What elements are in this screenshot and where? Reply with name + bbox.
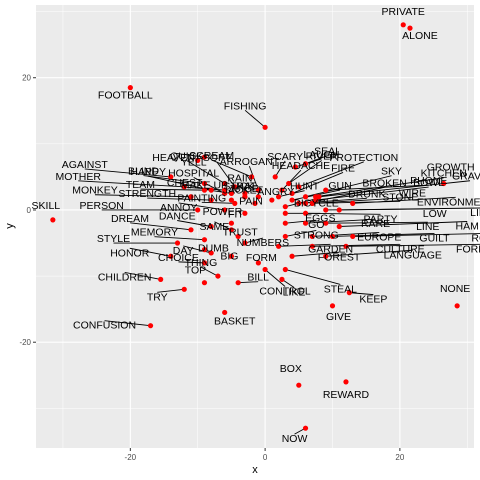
data-point bbox=[350, 201, 355, 206]
data-label: MEMORY bbox=[131, 227, 178, 239]
data-label: LINE bbox=[416, 221, 439, 233]
data-point bbox=[350, 234, 355, 239]
data-point bbox=[283, 211, 288, 216]
data-point bbox=[182, 287, 187, 292]
data-label: BICYCLE bbox=[294, 198, 339, 210]
data-point bbox=[337, 224, 342, 229]
data-label: LIFE bbox=[470, 207, 480, 219]
data-point bbox=[232, 201, 237, 206]
data-point bbox=[222, 310, 227, 315]
data-point bbox=[303, 426, 308, 431]
data-point bbox=[273, 174, 278, 179]
data-label: NONE bbox=[440, 283, 470, 295]
data-label: DRUNK bbox=[348, 188, 385, 200]
data-point bbox=[289, 254, 294, 259]
data-label: NUMBERS bbox=[237, 237, 290, 249]
data-point bbox=[215, 273, 220, 278]
data-label: LIKE bbox=[283, 286, 306, 298]
data-label: HEADACHE bbox=[272, 160, 330, 172]
data-point bbox=[279, 277, 284, 282]
data-label: REWARD bbox=[323, 389, 370, 401]
data-point bbox=[202, 237, 207, 242]
data-point bbox=[148, 323, 153, 328]
data-point bbox=[455, 303, 460, 308]
data-label: FOREIGN bbox=[456, 243, 480, 255]
data-label: YELL bbox=[181, 156, 207, 168]
data-label: KEEP bbox=[359, 294, 387, 306]
y-tick-label: 20 bbox=[22, 74, 31, 83]
data-label: MONKEY bbox=[72, 185, 118, 197]
data-label: MOTHER bbox=[55, 171, 101, 183]
data-point bbox=[401, 22, 406, 27]
data-label: TRY bbox=[147, 291, 168, 303]
data-point bbox=[330, 303, 335, 308]
data-label: STICK bbox=[223, 181, 254, 193]
data-label: DANCE bbox=[159, 211, 196, 223]
y-tick-label: -20 bbox=[19, 338, 31, 347]
data-point bbox=[269, 197, 274, 202]
y-axis-title: y bbox=[4, 223, 16, 229]
data-label: ARROGANT bbox=[220, 156, 280, 168]
data-label: CHILDREN bbox=[98, 271, 152, 283]
data-point bbox=[202, 280, 207, 285]
data-label: STEAL bbox=[324, 283, 357, 295]
data-point bbox=[283, 221, 288, 226]
data-label: FISHING bbox=[224, 100, 267, 112]
data-point bbox=[229, 221, 234, 226]
data-label: BLIND bbox=[128, 166, 159, 178]
data-label: FOREST bbox=[318, 251, 361, 263]
data-label: GROWTH bbox=[427, 162, 475, 174]
data-label: FORM bbox=[246, 252, 277, 264]
data-label: LANGUAGE bbox=[384, 249, 442, 261]
data-label: PAIN bbox=[239, 195, 263, 207]
data-label: BILL bbox=[247, 272, 269, 284]
data-label: STRONG bbox=[294, 229, 339, 241]
data-label: LOW bbox=[423, 208, 447, 220]
data-label: POWER bbox=[203, 206, 243, 218]
data-label: SKY bbox=[381, 166, 402, 178]
data-point bbox=[236, 280, 241, 285]
data-label: TOP bbox=[185, 265, 206, 277]
data-label: CONFUSION bbox=[73, 320, 136, 332]
data-point bbox=[283, 267, 288, 272]
data-label: BOX bbox=[280, 363, 302, 375]
data-label: PHONE bbox=[410, 175, 447, 187]
data-label: STRENGTH bbox=[118, 188, 176, 200]
data-label: EUROPE bbox=[357, 231, 401, 243]
data-label: FIRE bbox=[331, 162, 355, 174]
data-label: PRIVATE bbox=[382, 6, 425, 18]
data-label: ALONE bbox=[402, 30, 438, 42]
x-tick-label: 0 bbox=[263, 453, 268, 462]
data-label: MAKE UP bbox=[181, 179, 228, 191]
data-point bbox=[283, 204, 288, 209]
data-label: RARE bbox=[361, 218, 390, 230]
data-point bbox=[158, 277, 163, 282]
data-point bbox=[263, 125, 268, 130]
data-label: PERSON bbox=[80, 200, 124, 212]
x-tick-label: -20 bbox=[125, 453, 137, 462]
data-label: DREAM bbox=[111, 213, 149, 225]
data-point bbox=[50, 217, 55, 222]
data-label: AGAINST bbox=[62, 159, 109, 171]
data-label: BASKET bbox=[214, 315, 256, 327]
data-label: GIVE bbox=[326, 311, 351, 323]
data-label: HONOR bbox=[110, 247, 150, 259]
data-label: NOW bbox=[282, 433, 308, 445]
x-axis-title: x bbox=[252, 464, 258, 476]
data-point bbox=[343, 379, 348, 384]
data-point bbox=[296, 383, 301, 388]
data-point bbox=[188, 227, 193, 232]
y-tick-label: 0 bbox=[27, 206, 32, 215]
data-label: HUNT bbox=[290, 181, 320, 193]
x-tick-label: 20 bbox=[395, 453, 404, 462]
data-label: STONE bbox=[382, 191, 418, 203]
data-label: FOOTBALL bbox=[98, 90, 153, 102]
data-label: HAM bbox=[456, 221, 479, 233]
data-label: STYLE bbox=[97, 233, 130, 245]
data-label: BIG bbox=[220, 250, 238, 262]
